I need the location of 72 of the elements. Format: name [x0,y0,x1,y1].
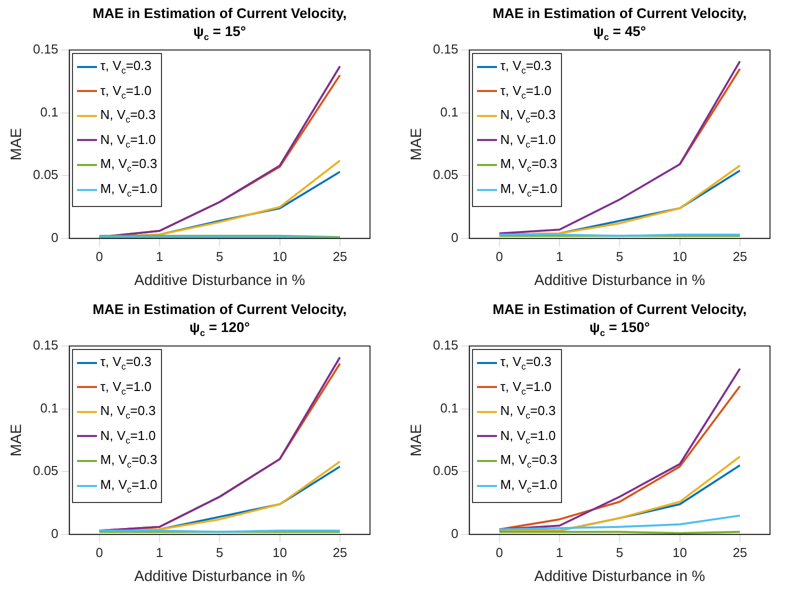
legend-label: M, V$_{c}$=0.3 [100,156,158,174]
y-tick-label: 0.15 [432,338,458,353]
x-tick-label: 1 [556,248,564,264]
y-axis-title: MAE [8,128,26,160]
legend-label: N, V$_{c}$=1.0 [100,428,156,446]
y-tick-label: 0.05 [32,167,58,182]
x-tick-label: 5 [616,544,624,560]
legend-label: τ, V$_{c}$=0.3 [500,354,552,372]
x-tick-label: 0 [96,544,103,560]
chart-title: MAE in Estimation of Current Velocity, ψ$_{c}$ = 150° [492,300,748,340]
x-tick-label: 0 [496,248,503,264]
legend-label: N, V$_{c}$=0.3 [500,403,556,421]
y-axis-title: MAE [8,424,26,456]
legend-label: N, V$_{c}$=1.0 [500,132,556,150]
legend-label: τ, V$_{c}$=1.0 [100,378,152,396]
x-axis-title: Additive Disturbance in % [134,568,306,586]
legend-label: M, V$_{c}$=0.3 [500,156,558,174]
legend-label: M, V$_{c}$=0.3 [500,452,558,470]
x-tick-label: 25 [732,544,748,560]
y-tick-label: 0.05 [432,463,458,478]
y-tick-label: 0.1 [40,104,58,120]
x-tick-label: 5 [216,248,224,264]
x-tick-label: 1 [156,544,164,560]
x-axis-title: Additive Disturbance in % [534,272,706,290]
chart-title: MAE in Estimation of Current Velocity, ψ$_{c}$ = 45° [492,4,748,44]
x-tick-label: 25 [732,248,748,264]
legend-label: M, V$_{c}$=1.0 [500,180,558,199]
x-tick-label: 1 [156,248,164,264]
y-tick-label: 0.15 [32,42,58,57]
x-tick-label: 25 [332,248,348,264]
y-axis-title: MAE [408,424,426,456]
y-tick-label: 0.05 [32,463,58,478]
legend-label: τ, V$_{c}$=0.3 [500,58,552,76]
legend-label: N, V$_{c}$=1.0 [500,428,556,446]
chart-title: MAE in Estimation of Current Velocity, ψ$_{c}$ = 120° [92,300,348,340]
legend-label: M, V$_{c}$=1.0 [100,180,158,199]
legend-label: τ, V$_{c}$=1.0 [500,378,552,396]
x-tick-label: 5 [216,544,224,560]
y-tick-label: 0.1 [440,104,458,120]
x-tick-label: 10 [272,544,288,560]
x-tick-label: 25 [332,544,348,560]
legend-label: τ, V$_{c}$=0.3 [100,354,152,372]
x-tick-label: 10 [672,544,688,560]
x-tick-label: 0 [496,544,503,560]
legend-label: M, V$_{c}$=0.3 [100,452,158,470]
legend-label: M, V$_{c}$=1.0 [100,476,158,495]
x-axis-title: Additive Disturbance in % [134,272,306,290]
legend-label: N, V$_{c}$=1.0 [100,132,156,150]
x-tick-label: 1 [556,544,564,560]
y-tick-label: 0 [51,230,58,245]
y-tick-label: 0 [51,526,58,541]
x-tick-label: 0 [96,248,103,264]
legend-label: M, V$_{c}$=1.0 [500,476,558,495]
x-axis-title: Additive Disturbance in % [534,568,706,586]
x-tick-label: 10 [272,248,288,264]
y-axis-title: MAE [408,128,426,160]
x-tick-label: 10 [672,248,688,264]
legend-label: τ, V$_{c}$=0.3 [100,58,152,76]
y-tick-label: 0.15 [432,42,458,57]
legend-label: N, V$_{c}$=0.3 [100,403,156,421]
y-tick-label: 0.1 [440,400,458,416]
y-tick-label: 0.15 [32,338,58,353]
y-tick-label: 0 [451,526,458,541]
y-tick-label: 0.05 [432,167,458,182]
legend-label: τ, V$_{c}$=1.0 [500,82,552,100]
y-tick-label: 0.1 [40,400,58,416]
legend-label: τ, V$_{c}$=1.0 [100,82,152,100]
x-tick-label: 5 [616,248,624,264]
y-tick-label: 0 [451,230,458,245]
legend-label: N, V$_{c}$=0.3 [500,107,556,125]
chart-title: MAE in Estimation of Current Velocity, ψ$_{c}$ = 15° [92,4,348,44]
legend-label: N, V$_{c}$=0.3 [100,107,156,125]
